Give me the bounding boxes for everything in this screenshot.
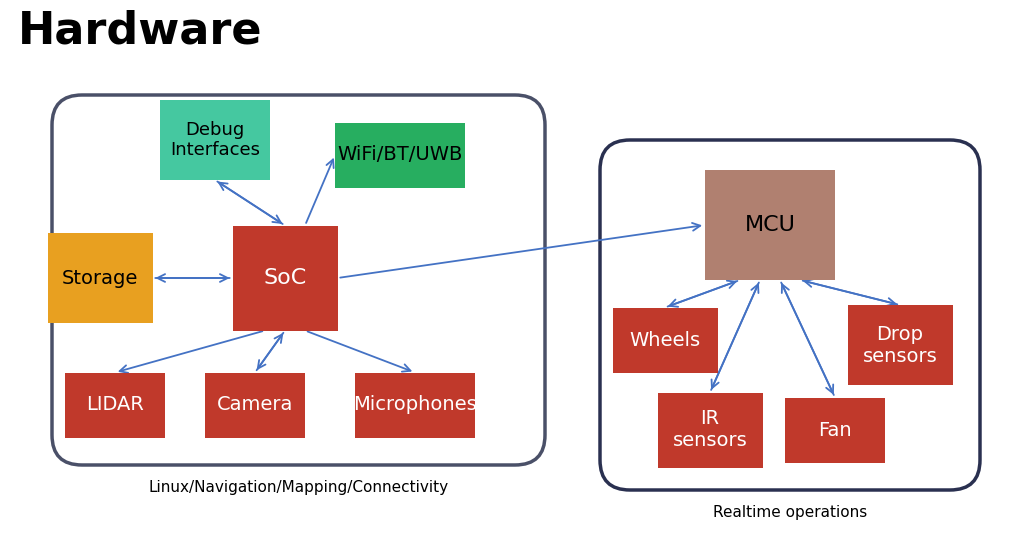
FancyBboxPatch shape (335, 123, 465, 188)
FancyBboxPatch shape (612, 308, 718, 373)
FancyBboxPatch shape (232, 225, 338, 330)
FancyBboxPatch shape (52, 95, 545, 465)
FancyBboxPatch shape (657, 392, 763, 467)
Text: MCU: MCU (744, 215, 796, 235)
Text: Realtime operations: Realtime operations (713, 505, 867, 520)
Text: Microphones: Microphones (353, 395, 477, 415)
Text: IR
sensors: IR sensors (673, 409, 748, 450)
FancyBboxPatch shape (848, 305, 952, 385)
FancyBboxPatch shape (785, 398, 885, 463)
FancyBboxPatch shape (65, 373, 165, 438)
Text: Debug
Interfaces: Debug Interfaces (170, 120, 260, 159)
Text: Camera: Camera (217, 395, 293, 415)
Text: SoC: SoC (263, 268, 306, 288)
Text: Linux/Navigation/Mapping/Connectivity: Linux/Navigation/Mapping/Connectivity (148, 480, 449, 495)
FancyBboxPatch shape (205, 373, 305, 438)
FancyBboxPatch shape (47, 233, 153, 323)
FancyBboxPatch shape (355, 373, 475, 438)
FancyBboxPatch shape (705, 170, 835, 280)
Text: Fan: Fan (818, 421, 852, 440)
Text: Drop
sensors: Drop sensors (862, 325, 937, 366)
Text: LIDAR: LIDAR (86, 395, 144, 415)
Text: Wheels: Wheels (630, 330, 700, 350)
FancyBboxPatch shape (600, 140, 980, 490)
Text: WiFi/BT/UWB: WiFi/BT/UWB (337, 146, 463, 165)
FancyBboxPatch shape (160, 100, 270, 180)
Text: Storage: Storage (61, 269, 138, 287)
Text: Hardware: Hardware (18, 10, 262, 53)
